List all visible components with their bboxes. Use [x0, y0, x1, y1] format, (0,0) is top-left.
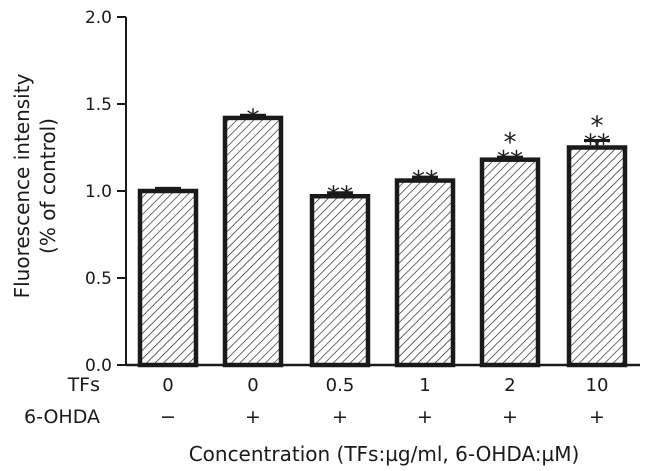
bar: [222, 115, 284, 368]
ohda-treatment-label: +: [245, 406, 261, 428]
y-axis-label-line1: Fluorescence intensity: [10, 73, 34, 298]
y-tick-label: 1.5: [85, 95, 112, 115]
x-axis-rows: TFs 6-OHDA 0 − 0 +0.5 +1 +2 +10 +: [24, 374, 608, 428]
bars: ******** ***: [126, 104, 640, 368]
bar: [309, 193, 371, 368]
tfs-concentration-label: 0: [162, 375, 173, 396]
tfs-concentration-label: 10: [586, 375, 609, 396]
tfs-concentration-label: 1: [419, 375, 430, 396]
y-axis-label-line2: (% of control): [36, 118, 60, 254]
ohda-treatment-label: +: [332, 406, 348, 428]
tfs-concentration-label: 0: [247, 375, 258, 396]
significance-marker: **: [584, 130, 610, 160]
bar: [394, 178, 456, 368]
significance-marker: *: [504, 128, 517, 158]
bar-group: *: [222, 104, 284, 368]
significance-marker: *: [247, 104, 260, 134]
bar-group: **: [394, 166, 456, 368]
significance-marker: **: [412, 166, 438, 196]
significance-marker: **: [327, 182, 353, 212]
ohda-treatment-label: +: [589, 406, 605, 428]
bar-group: **: [309, 182, 371, 368]
bar: [479, 157, 541, 368]
tfs-concentration-label: 2: [504, 375, 515, 396]
bar-group: ***: [566, 112, 628, 368]
tfs-concentration-label: 0.5: [326, 375, 355, 396]
row-label-tfs: TFs: [67, 374, 100, 396]
row-label-6ohda: 6-OHDA: [24, 406, 100, 428]
ohda-treatment-label: −: [160, 406, 176, 428]
y-tick-label: 2.0: [85, 8, 112, 28]
bar-group: [137, 186, 199, 368]
x-axis-label: Concentration (TFs:µg/ml, 6-OHDA:µM): [189, 442, 580, 466]
bar-group: ***: [479, 128, 541, 368]
y-tick-label: 1.0: [85, 182, 112, 202]
ohda-treatment-label: +: [502, 406, 518, 428]
y-axis: 0.0 0.5 1.0 1.5 2.0: [85, 8, 127, 376]
bar: [137, 188, 199, 368]
ohda-treatment-label: +: [417, 406, 433, 428]
bar: [566, 145, 628, 368]
significance-marker: **: [497, 146, 523, 176]
y-tick-label: 0.0: [85, 356, 112, 376]
y-tick-label: 0.5: [85, 269, 112, 289]
significance-marker: *: [591, 112, 604, 142]
